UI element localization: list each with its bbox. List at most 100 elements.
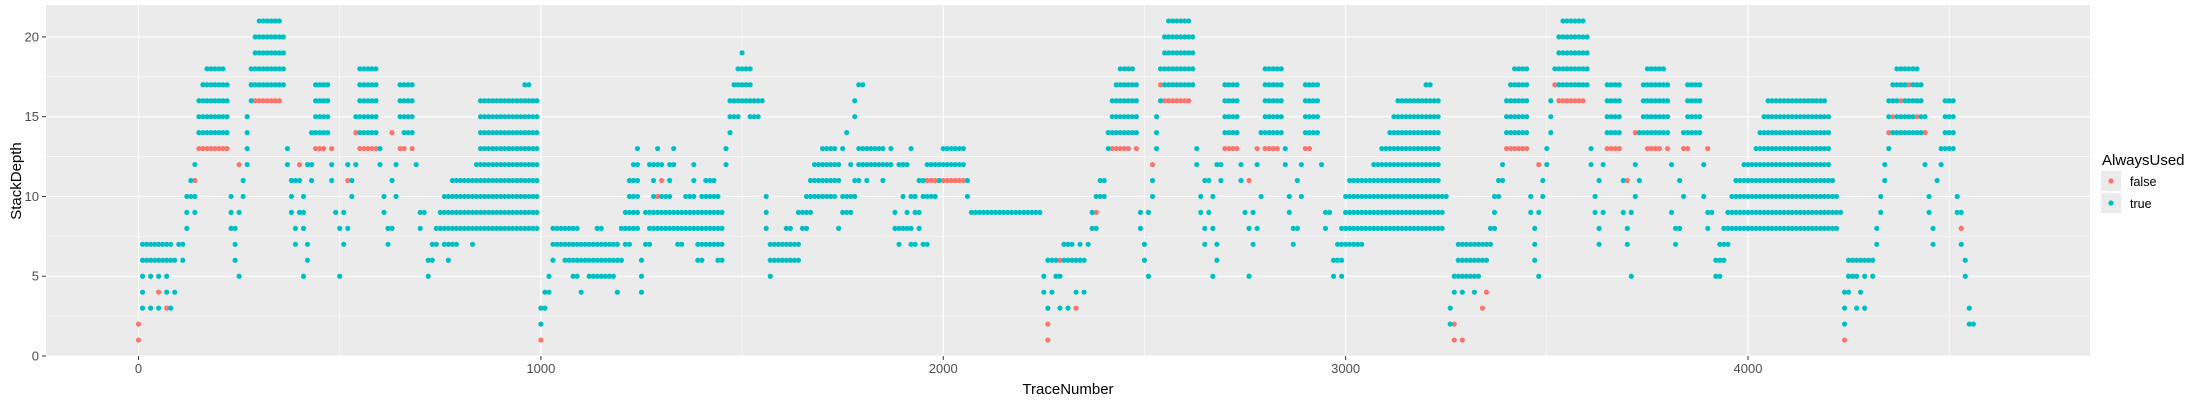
point-true — [1403, 209, 1409, 216]
point-true — [1596, 177, 1602, 184]
point-true — [260, 66, 266, 72]
point-true — [1431, 225, 1437, 231]
point-true — [506, 114, 512, 120]
point-false — [1057, 257, 1063, 263]
point-true — [667, 225, 673, 231]
point-true — [1347, 193, 1353, 200]
point-true — [924, 161, 930, 168]
point-true — [1306, 82, 1313, 88]
point-true — [1689, 98, 1695, 104]
point-true — [1029, 209, 1035, 216]
point-true — [1355, 209, 1361, 216]
point-true — [1737, 193, 1743, 200]
point-true — [671, 225, 677, 231]
point-true — [1347, 177, 1353, 184]
point-true — [1890, 98, 1896, 104]
point-true — [139, 241, 146, 247]
point-true — [1451, 289, 1457, 295]
legend-label-true: true — [2130, 197, 2152, 211]
point-false — [1274, 145, 1280, 152]
point-true — [1270, 66, 1276, 72]
point-true — [1648, 82, 1655, 88]
point-true — [1101, 177, 1107, 184]
point-true — [389, 177, 395, 184]
point-true — [763, 209, 769, 216]
point-true — [1005, 209, 1011, 216]
point-true — [1129, 66, 1135, 72]
point-true — [449, 225, 455, 231]
point-false — [1073, 305, 1079, 311]
point-true — [1612, 98, 1618, 104]
point-true — [1564, 66, 1570, 72]
point-true — [735, 114, 741, 120]
point-true — [1829, 209, 1836, 216]
point-true — [699, 225, 705, 231]
point-false — [256, 98, 262, 104]
x-tick-label: 4000 — [1734, 361, 1763, 376]
point-true — [1761, 161, 1767, 168]
point-true — [1367, 209, 1373, 216]
point-true — [526, 161, 532, 168]
point-true — [494, 98, 500, 104]
point-true — [1781, 225, 1787, 231]
point-false — [952, 177, 958, 184]
point-true — [1459, 241, 1465, 247]
point-true — [1636, 177, 1642, 184]
point-true — [477, 193, 484, 200]
point-true — [1536, 209, 1542, 216]
point-true — [502, 177, 508, 184]
point-true — [771, 241, 777, 247]
point-true — [928, 161, 934, 168]
point-true — [1769, 98, 1775, 104]
point-true — [1717, 257, 1723, 263]
point-true — [308, 161, 315, 168]
point-true — [341, 241, 347, 247]
point-true — [1475, 273, 1482, 279]
point-true — [164, 273, 170, 279]
point-true — [823, 193, 830, 200]
point-true — [1407, 161, 1413, 168]
point-true — [321, 82, 327, 88]
point-true — [1580, 50, 1586, 56]
point-true — [453, 193, 460, 200]
point-true — [1777, 114, 1783, 120]
point-true — [1906, 98, 1912, 104]
legend-entry-true: true — [2101, 193, 2152, 213]
point-true — [779, 241, 785, 247]
point-true — [671, 209, 677, 216]
point-true — [1902, 98, 1908, 104]
point-true — [1395, 209, 1401, 216]
legend: AlwaysUsed false true — [2101, 152, 2185, 213]
point-true — [739, 98, 745, 104]
point-true — [1153, 145, 1160, 152]
point-true — [1234, 114, 1240, 120]
point-true — [365, 66, 371, 72]
point-true — [260, 50, 266, 56]
point-true — [534, 130, 540, 136]
point-false — [164, 305, 170, 311]
point-true — [626, 241, 633, 247]
point-true — [1785, 130, 1791, 136]
point-true — [172, 289, 178, 295]
point-true — [1186, 34, 1192, 40]
point-true — [815, 161, 822, 168]
point-true — [1359, 225, 1365, 231]
point-true — [526, 145, 532, 152]
point-false — [1186, 98, 1192, 104]
point-true — [811, 177, 818, 184]
point-true — [1801, 98, 1807, 104]
point-true — [486, 209, 492, 216]
point-true — [1938, 145, 1944, 152]
point-true — [1801, 177, 1807, 184]
point-true — [731, 98, 737, 104]
point-true — [1644, 98, 1650, 104]
point-true — [1765, 193, 1771, 200]
point-true — [1190, 50, 1196, 56]
point-true — [912, 209, 918, 216]
point-true — [1286, 209, 1292, 216]
point-true — [216, 114, 222, 120]
point-true — [1757, 130, 1763, 136]
point-true — [534, 98, 540, 104]
point-false — [1109, 145, 1115, 152]
point-true — [232, 225, 238, 231]
